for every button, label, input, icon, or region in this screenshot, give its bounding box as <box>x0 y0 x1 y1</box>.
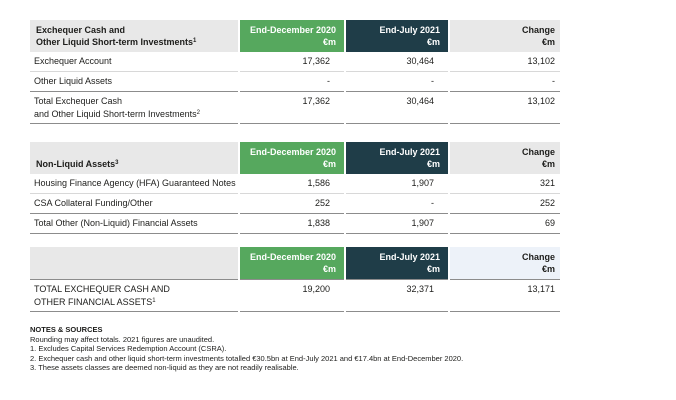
column-header-change: Change €m <box>450 142 560 174</box>
value-jul-2021: 32,371 <box>346 279 448 312</box>
value-dec-2020: 17,362 <box>240 52 344 72</box>
value-jul-2021: - <box>346 72 448 92</box>
column-header-label: Change <box>521 25 555 35</box>
column-header-unit: €m <box>322 159 336 169</box>
table-header-row: End-December 2020 €m End-July 2021 €m Ch… <box>30 247 560 279</box>
report-page: Exchequer Cash and Other Liquid Short-te… <box>30 20 560 372</box>
value-change: 321 <box>450 174 560 194</box>
value-change: 13,102 <box>450 52 560 72</box>
table-grand-total: End-December 2020 €m End-July 2021 €m Ch… <box>30 247 560 312</box>
row-label-line1: Total Exchequer Cash <box>34 96 123 106</box>
table-header-row: Non-Liquid Assets3 End-December 2020 €m … <box>30 142 560 174</box>
note-rounding: Rounding may affect totals. 2021 figures… <box>30 335 215 344</box>
column-header-label: End-July 2021 <box>379 25 440 35</box>
table-exchequer-cash: Exchequer Cash and Other Liquid Short-te… <box>30 20 560 124</box>
column-header-unit: €m <box>322 37 336 47</box>
column-header-label: End-December 2020 <box>249 252 336 262</box>
notes-and-sources: NOTES & SOURCES Rounding may affect tota… <box>30 325 670 372</box>
table-title-empty <box>30 247 238 279</box>
table-row-other-liquid-assets: Other Liquid Assets - - - <box>30 72 560 92</box>
value-dec-2020: 252 <box>240 194 344 214</box>
note-2: 2. Exchequer cash and other liquid short… <box>30 353 464 363</box>
row-label: TOTAL EXCHEQUER CASH AND OTHER FINANCIAL… <box>30 279 238 312</box>
row-label-line2: and Other Liquid Short-term Investments <box>34 108 197 119</box>
table-header-row: Exchequer Cash and Other Liquid Short-te… <box>30 20 560 52</box>
row-label: Total Exchequer Cash and Other Liquid Sh… <box>30 92 238 124</box>
column-header-end-july-2021: End-July 2021 €m <box>346 142 448 174</box>
value-change: 13,102 <box>450 92 560 124</box>
column-header-label: End-December 2020 <box>249 25 336 35</box>
column-header-unit: €m <box>541 159 555 169</box>
value-change: 69 <box>450 214 560 234</box>
table-row-total-exchequer-cash: Total Exchequer Cash and Other Liquid Sh… <box>30 92 560 124</box>
column-header-end-december-2020: End-December 2020 €m <box>240 247 344 279</box>
column-header-unit: €m <box>426 37 440 47</box>
column-header-change: Change €m <box>450 20 560 52</box>
row-label: Housing Finance Agency (HFA) Guaranteed … <box>30 174 238 194</box>
row-label: Total Other (Non-Liquid) Financial Asset… <box>30 214 238 234</box>
table-title-line1: Exchequer Cash and <box>36 25 126 35</box>
table-title-exchequer-cash: Exchequer Cash and Other Liquid Short-te… <box>30 20 238 52</box>
row-label-line2: OTHER FINANCIAL ASSETS <box>34 296 153 307</box>
value-dec-2020: 19,200 <box>240 279 344 312</box>
value-dec-2020: - <box>240 72 344 92</box>
row-label: Exchequer Account <box>30 52 238 72</box>
value-change: 13,171 <box>450 279 560 312</box>
note-1: 1. Excludes Capital Services Redemption … <box>30 344 227 354</box>
footnote-marker: 1 <box>193 38 197 44</box>
column-header-unit: €m <box>541 37 555 47</box>
note-3: 3. These assets classes are deemed non-l… <box>30 362 299 372</box>
column-header-change: Change €m <box>450 247 560 279</box>
column-header-end-december-2020: End-December 2020 €m <box>240 142 344 174</box>
value-change: 252 <box>450 194 560 214</box>
value-jul-2021: - <box>346 194 448 214</box>
footnote-marker: 1 <box>152 297 156 304</box>
table-row-csa-collateral: CSA Collateral Funding/Other 252 - 252 <box>30 194 560 214</box>
value-jul-2021: 30,464 <box>346 52 448 72</box>
table-row-hfa-guaranteed-notes: Housing Finance Agency (HFA) Guaranteed … <box>30 174 560 194</box>
column-header-end-july-2021: End-July 2021 €m <box>346 20 448 52</box>
table-row-exchequer-account: Exchequer Account 17,362 30,464 13,102 <box>30 52 560 72</box>
notes-title: NOTES & SOURCES <box>30 325 103 334</box>
column-header-end-december-2020: End-December 2020 €m <box>240 20 344 52</box>
value-jul-2021: 1,907 <box>346 174 448 194</box>
footnote-marker: 3 <box>115 160 119 166</box>
table-title-line1: Non-Liquid Assets <box>36 159 116 169</box>
table-title-line2: Other Liquid Short-term Investments <box>36 37 194 47</box>
value-dec-2020: 17,362 <box>240 92 344 124</box>
column-header-unit: €m <box>426 159 440 169</box>
table-row-total-non-liquid: Total Other (Non-Liquid) Financial Asset… <box>30 214 560 234</box>
value-jul-2021: 30,464 <box>346 92 448 124</box>
column-header-label: Change <box>521 147 555 157</box>
column-header-unit: €m <box>541 264 555 274</box>
value-change: - <box>450 72 560 92</box>
column-header-label: End-July 2021 <box>379 147 440 157</box>
value-dec-2020: 1,586 <box>240 174 344 194</box>
column-header-label: End-December 2020 <box>249 147 336 157</box>
value-dec-2020: 1,838 <box>240 214 344 234</box>
column-header-label: Change <box>521 252 555 262</box>
row-label-line1: TOTAL EXCHEQUER CASH AND <box>34 284 170 294</box>
table-non-liquid-assets: Non-Liquid Assets3 End-December 2020 €m … <box>30 142 560 234</box>
value-jul-2021: 1,907 <box>346 214 448 234</box>
row-label: CSA Collateral Funding/Other <box>30 194 238 214</box>
table-title-non-liquid-assets: Non-Liquid Assets3 <box>30 142 238 174</box>
column-header-label: End-July 2021 <box>379 252 440 262</box>
column-header-end-july-2021: End-July 2021 €m <box>346 247 448 279</box>
table-row-total-exchequer-and-financial-assets: TOTAL EXCHEQUER CASH AND OTHER FINANCIAL… <box>30 279 560 312</box>
footnote-marker: 2 <box>196 109 200 116</box>
column-header-unit: €m <box>426 264 440 274</box>
column-header-unit: €m <box>322 264 336 274</box>
row-label: Other Liquid Assets <box>30 72 238 92</box>
